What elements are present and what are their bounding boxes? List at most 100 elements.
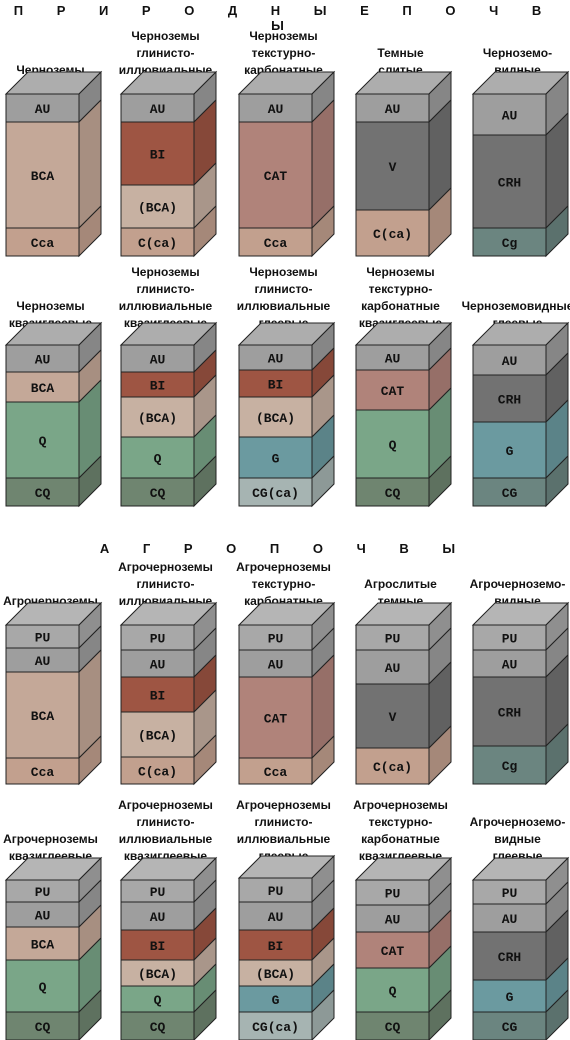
horizon-front — [120, 184, 195, 229]
horizon-label: Cg — [502, 236, 518, 251]
horizon-front — [238, 877, 313, 903]
horizon-label: C(ca) — [373, 760, 412, 775]
horizon-side — [311, 734, 335, 786]
profile-title-line: Черноземы — [366, 265, 434, 279]
horizon-front — [238, 757, 313, 785]
horizon-label: CQ — [150, 1020, 166, 1035]
horizon-label: CQ — [150, 486, 166, 501]
horizon-front — [472, 421, 547, 479]
horizon-label: Cca — [31, 765, 55, 780]
profile-title-line: видные — [494, 832, 541, 846]
horizon-front — [238, 93, 313, 123]
horizon-front — [238, 649, 313, 678]
horizon-front — [238, 227, 313, 257]
horizon-label: AU — [502, 109, 518, 124]
profile-title-line: текстурно- — [369, 815, 433, 829]
horizon-label: CAT — [381, 944, 405, 959]
horizon-front — [472, 676, 547, 747]
horizon-label: BCA — [31, 381, 55, 396]
horizon-label: BCA — [31, 709, 55, 724]
horizon-label: Cg — [502, 759, 518, 774]
profile-title-line: глинисто- — [136, 282, 194, 296]
horizon-front — [355, 477, 430, 507]
horizon-front — [472, 134, 547, 229]
profile-title-line: Агрочерноземо- — [470, 815, 566, 829]
horizon-label: BI — [150, 689, 166, 704]
horizon-label: AU — [150, 910, 166, 925]
horizon-label: AU — [268, 352, 284, 367]
horizon-label: (BCA) — [138, 411, 177, 426]
horizon-label: V — [389, 160, 397, 175]
horizon-side — [428, 724, 452, 786]
horizon-front — [120, 985, 195, 1013]
horizon-label: Cca — [264, 236, 288, 251]
horizon-front — [5, 121, 80, 229]
horizon-label: BI — [268, 939, 284, 954]
profile-title-line: Черноземы — [249, 265, 317, 279]
horizon-label: CRH — [498, 706, 521, 721]
horizon-front — [5, 757, 80, 785]
horizon-front — [238, 1011, 313, 1040]
horizon-label: BI — [150, 939, 166, 954]
horizon-front — [238, 477, 313, 507]
horizon-label: G — [506, 444, 514, 459]
horizon-label: (BCA) — [138, 201, 177, 216]
horizon-label: AU — [35, 909, 51, 924]
soil-profile: Черноземытекстурно-карбонатныеквазиглеев… — [354, 265, 453, 508]
profile-title-line: Агрочерноземы — [236, 560, 331, 574]
horizon-label: BI — [268, 378, 284, 393]
horizon-label: PU — [35, 885, 51, 900]
horizon-front — [5, 901, 80, 928]
soil-profile: Агрочерноземытекстурно-карбонатныеPUAUCA… — [236, 560, 336, 786]
horizon-label: BI — [150, 148, 166, 163]
horizon-front — [355, 369, 430, 411]
horizon-side — [78, 734, 102, 786]
horizon-label: PU — [268, 884, 284, 899]
horizon-front — [120, 929, 195, 961]
soil-profile: ЧерноземыквазиглеевыеAUBCAQCQ — [4, 299, 103, 508]
horizon-front — [355, 649, 430, 685]
horizon-front — [120, 711, 195, 758]
soil-profile: Агрочерноземыглинисто-иллювиальныеквазиг… — [118, 798, 218, 1040]
horizon-label: Q — [389, 984, 397, 999]
horizon-side — [311, 454, 335, 508]
horizon-label: Q — [39, 434, 47, 449]
horizon-label: Cca — [31, 236, 55, 251]
soil-profile: Агрочерноземытекстурно-карбонатныеквазиг… — [353, 798, 453, 1040]
horizon-label: CRH — [498, 950, 521, 965]
horizon-front — [472, 879, 547, 905]
horizon-label: BCA — [31, 169, 55, 184]
horizon-label: PU — [268, 632, 284, 647]
horizon-side — [545, 988, 569, 1040]
horizon-label: CQ — [385, 486, 401, 501]
profile-title-line: текстурно- — [369, 282, 433, 296]
horizon-front — [238, 121, 313, 229]
horizon-label: (BCA) — [138, 729, 177, 744]
horizon-label: PU — [502, 886, 518, 901]
horizon-side — [78, 204, 102, 258]
horizon-front — [472, 1011, 547, 1040]
horizon-label: PU — [385, 887, 401, 902]
profile-title-line: текстурно- — [252, 46, 316, 60]
horizon-label: AU — [268, 910, 284, 925]
horizon-label: G — [272, 452, 280, 467]
horizon-front — [472, 745, 547, 785]
horizon-label: AU — [35, 353, 51, 368]
horizon-front — [120, 121, 195, 186]
horizon-front — [472, 374, 547, 423]
horizon-front — [120, 227, 195, 257]
horizon-label: CRH — [498, 393, 521, 408]
horizon-side — [428, 454, 452, 508]
horizon-label: CQ — [35, 1020, 51, 1035]
profile-title-line: Черноземы — [131, 29, 199, 43]
profile-title-line: Темные — [377, 46, 424, 60]
horizon-side — [193, 454, 217, 508]
horizon-label: AU — [385, 102, 401, 117]
horizon-label: CG(ca) — [252, 1020, 299, 1035]
horizon-front — [472, 979, 547, 1013]
horizon-label: AU — [268, 102, 284, 117]
